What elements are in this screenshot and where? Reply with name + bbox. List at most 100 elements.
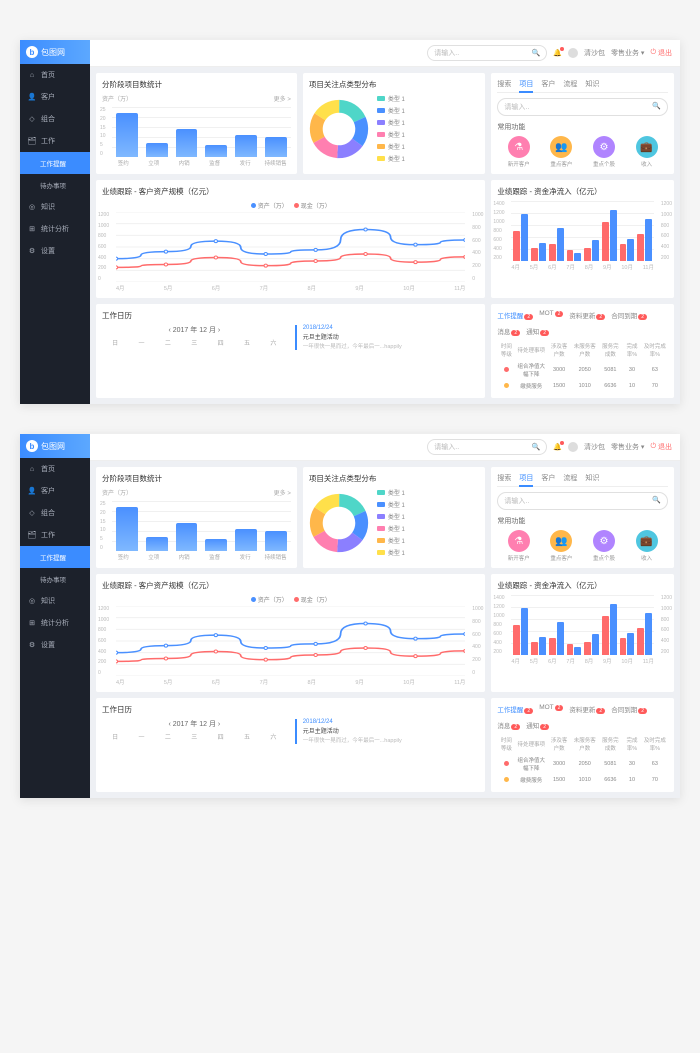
- quick-action[interactable]: ⚙重点个股: [593, 136, 615, 168]
- card-title: 工作日历: [102, 310, 479, 321]
- nav-item[interactable]: ⊞统计分析: [20, 218, 90, 240]
- card-title: 项目关注点类型分布: [309, 473, 480, 484]
- biz-dropdown[interactable]: 零售业务 ▾: [611, 442, 644, 452]
- avatar[interactable]: [568, 442, 578, 452]
- nav-item[interactable]: 工作提醒: [20, 546, 90, 568]
- alert-tab[interactable]: 消息2: [497, 720, 520, 730]
- nav-item[interactable]: ⊞统计分析: [20, 612, 90, 634]
- search-icon: 🔍: [652, 102, 661, 112]
- quick-action[interactable]: ⚙重点个股: [593, 530, 615, 562]
- quick-action[interactable]: 👥重点客户: [550, 136, 572, 168]
- nav-item[interactable]: ◎知识: [20, 196, 90, 218]
- avatar[interactable]: [568, 48, 578, 58]
- bar: [584, 642, 591, 655]
- tab[interactable]: 搜索: [497, 79, 511, 89]
- mini-search-input[interactable]: 请输入.. 🔍: [497, 98, 668, 116]
- bar: [602, 222, 609, 261]
- nav-item[interactable]: ⌂首页: [20, 458, 90, 480]
- alert-tab[interactable]: 消息2: [497, 326, 520, 336]
- nav-item[interactable]: ◎知识: [20, 590, 90, 612]
- logo-icon: b: [26, 440, 38, 452]
- tab[interactable]: 知识: [585, 473, 599, 483]
- search-input[interactable]: 请输入.. 🔍: [427, 45, 547, 61]
- nav-icon: ◎: [28, 597, 36, 605]
- alert-tab[interactable]: 合同到期2: [611, 310, 647, 320]
- logo-text: 包图网: [41, 441, 65, 452]
- line-chart: [116, 212, 465, 282]
- biz-dropdown[interactable]: 零售业务 ▾: [611, 48, 644, 58]
- alert-tab[interactable]: MOT2: [539, 704, 563, 714]
- bar: [513, 625, 520, 655]
- tab[interactable]: 知识: [585, 79, 599, 89]
- more-link[interactable]: 更多 >: [274, 94, 291, 103]
- bar: [116, 113, 138, 157]
- tab[interactable]: 客户: [541, 473, 555, 483]
- alert-tab[interactable]: 工作提醒2: [497, 704, 533, 714]
- topbar: 请输入.. 🔍 🔔 清沙包 零售业务 ▾ ⏻ 退出: [90, 434, 680, 461]
- alert-tab[interactable]: 工作提醒2: [497, 310, 533, 320]
- search-card: 搜索项目客户流程知识 请输入.. 🔍 常用功能 ⚗新开客户👥重点客户⚙重点个股💼…: [491, 467, 674, 568]
- table-row[interactable]: 缴费服务1500101066361070: [497, 774, 668, 786]
- nav-icon: 👤: [28, 487, 36, 495]
- quick-action[interactable]: ⚗新开客户: [508, 136, 530, 168]
- card-title: 工作日历: [102, 704, 479, 715]
- alert-table: 时间等级待处理事项涉及客户数未服务客户数服务完成数完成率%及时完成率% 组合净值…: [497, 734, 668, 786]
- quick-action[interactable]: 👥重点客户: [550, 530, 572, 562]
- nav-item[interactable]: 👤客户: [20, 480, 90, 502]
- table-row[interactable]: 缴费服务1500101066361070: [497, 380, 668, 392]
- search-input[interactable]: 请输入.. 🔍: [427, 439, 547, 455]
- nav-item[interactable]: 待办事项: [20, 568, 90, 590]
- logo[interactable]: b 包图网: [20, 434, 90, 458]
- timeline-event[interactable]: 2018/12/24 元旦主题活动 一年很快一晃而过，今年最后一...happi…: [295, 325, 480, 350]
- alert-tab[interactable]: 通知2: [526, 720, 549, 730]
- tab[interactable]: 项目: [519, 473, 533, 487]
- tab[interactable]: 流程: [563, 473, 577, 483]
- bell-icon[interactable]: 🔔: [553, 49, 562, 57]
- line-chart-card: 业绩跟踪 - 客户资产规模（亿元） 资产（万）现金（万） 02004006008…: [96, 180, 485, 298]
- content-grid: 分阶段项目数统计 资产（万）更多 > 0510152025 签约立项内销监督发行…: [90, 461, 680, 798]
- nav-item[interactable]: ◇组合: [20, 502, 90, 524]
- quick-action[interactable]: 💼收入: [636, 136, 658, 168]
- logout-button[interactable]: ⏻ 退出: [650, 48, 672, 58]
- card-title: 业绩跟踪 - 客户资产规模（亿元）: [102, 186, 479, 197]
- nav-item[interactable]: ⌂首页: [20, 64, 90, 86]
- logo[interactable]: b 包图网: [20, 40, 90, 64]
- nav-icon: ⚙: [28, 247, 36, 255]
- alert-tab[interactable]: 资料更新2: [569, 704, 605, 714]
- table-row[interactable]: 组合净值大幅下降3000205050813063: [497, 360, 668, 380]
- nav-item[interactable]: ⚙设置: [20, 240, 90, 262]
- alert-tab[interactable]: 通知2: [526, 326, 549, 336]
- quick-action[interactable]: 💼收入: [636, 530, 658, 562]
- nav-item[interactable]: ⚙设置: [20, 634, 90, 656]
- bar: [513, 231, 520, 261]
- bar: [146, 537, 168, 551]
- sidebar: b 包图网 ⌂首页👤客户◇组合🗂工作工作提醒待办事项◎知识⊞统计分析⚙设置: [20, 434, 90, 798]
- quick-action[interactable]: ⚗新开客户: [508, 530, 530, 562]
- alert-tab[interactable]: MOT2: [539, 310, 563, 320]
- alert-tab[interactable]: 合同到期2: [611, 704, 647, 714]
- nav-item[interactable]: 🗂工作: [20, 130, 90, 152]
- nav-item[interactable]: 工作提醒: [20, 152, 90, 174]
- username: 清沙包: [584, 442, 605, 452]
- bar: [531, 248, 538, 261]
- more-link[interactable]: 更多 >: [274, 488, 291, 497]
- bell-icon[interactable]: 🔔: [553, 443, 562, 451]
- bar: [620, 638, 627, 655]
- table-row[interactable]: 组合净值大幅下降3000205050813063: [497, 754, 668, 774]
- nav-item[interactable]: ◇组合: [20, 108, 90, 130]
- search-card: 搜索项目客户流程知识 请输入.. 🔍 常用功能 ⚗新开客户👥重点客户⚙重点个股💼…: [491, 73, 674, 174]
- mini-search-input[interactable]: 请输入.. 🔍: [497, 492, 668, 510]
- nav-item[interactable]: 🗂工作: [20, 524, 90, 546]
- bar: [531, 642, 538, 655]
- bar: [645, 219, 652, 261]
- alert-tab[interactable]: 资料更新2: [569, 310, 605, 320]
- nav-icon: ⌂: [28, 465, 36, 473]
- tab[interactable]: 流程: [563, 79, 577, 89]
- tab[interactable]: 搜索: [497, 473, 511, 483]
- tab[interactable]: 项目: [519, 79, 533, 93]
- nav-item[interactable]: 待办事项: [20, 174, 90, 196]
- logout-button[interactable]: ⏻ 退出: [650, 442, 672, 452]
- nav-item[interactable]: 👤客户: [20, 86, 90, 108]
- timeline-event[interactable]: 2018/12/24 元旦主题活动 一年很快一晃而过，今年最后一...happi…: [295, 719, 480, 744]
- tab[interactable]: 客户: [541, 79, 555, 89]
